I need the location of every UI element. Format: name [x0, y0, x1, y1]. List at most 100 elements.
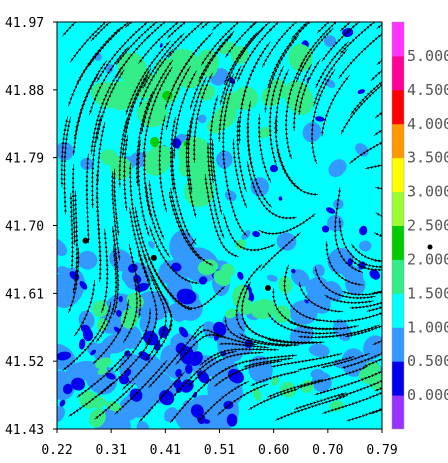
x-tick-label: 0.31 — [96, 443, 127, 458]
field-patch — [321, 225, 330, 233]
colorbar-segment — [392, 361, 404, 396]
streamline — [90, 115, 102, 209]
streamline — [340, 81, 382, 135]
streamline — [204, 174, 239, 258]
streamlines — [60, 22, 382, 424]
x-tick-label: 0.79 — [366, 443, 397, 458]
dot-marker — [264, 285, 271, 292]
colorbar-segment — [392, 191, 404, 226]
field-patch — [59, 399, 66, 407]
streamline — [341, 352, 382, 369]
field-patch — [224, 308, 238, 319]
streamline — [239, 333, 299, 347]
y-tick-label: 41.88 — [5, 84, 44, 99]
x-tick-label: 0.51 — [204, 443, 235, 458]
colorbar-segment — [392, 123, 404, 159]
field-patch — [57, 406, 66, 423]
streamline — [370, 66, 382, 81]
streamline — [374, 386, 382, 392]
field-patch — [153, 341, 161, 351]
streamline — [371, 290, 382, 295]
markers: x — [82, 235, 271, 292]
streamline — [375, 186, 382, 190]
colorbar-label: 4.500 — [407, 81, 448, 99]
streamline — [310, 69, 336, 165]
streamline — [298, 282, 344, 313]
streamline — [375, 212, 382, 217]
colorbar-label: 3.000 — [407, 183, 448, 201]
y-tick-label: 41.70 — [5, 220, 44, 235]
y-axis: 41.97 41.88 41.79 41.70 41.61 41.52 41.43 — [5, 16, 57, 438]
dot-marker — [82, 237, 89, 244]
colorbar-segment — [392, 293, 404, 328]
streamline — [349, 301, 382, 310]
streamline — [85, 153, 90, 244]
field-patch — [325, 207, 336, 214]
streamline — [349, 140, 382, 165]
field-patch — [124, 350, 131, 357]
x-marker: x — [191, 235, 198, 248]
colorbar-label: 0.000 — [407, 386, 448, 404]
colorbar-label: 4.000 — [407, 115, 448, 133]
field-patch — [185, 364, 193, 374]
colorbar-segment — [392, 327, 404, 362]
streamline — [122, 135, 129, 211]
streamline — [372, 259, 382, 263]
colorbar-segment — [392, 225, 404, 260]
colorbar-segment — [392, 259, 404, 294]
streamline — [370, 407, 382, 415]
streamline — [372, 339, 382, 346]
dot-marker — [150, 254, 157, 261]
streamline — [366, 305, 382, 313]
field-patch — [118, 295, 123, 303]
x-tick-label: 0.41 — [150, 443, 181, 458]
x-tick-label: 0.70 — [312, 443, 343, 458]
colorbar-dot — [427, 244, 433, 250]
colorbar-segment — [392, 89, 404, 125]
streamline — [373, 128, 382, 136]
colorbar-label: 2.000 — [407, 250, 448, 268]
field-patch — [57, 238, 68, 256]
colorbar-label: 1.500 — [407, 284, 448, 302]
streamline — [68, 247, 80, 314]
colorbar-frame — [391, 21, 405, 430]
colorbar-segment — [392, 157, 404, 193]
streamline — [268, 66, 284, 166]
streamline — [217, 383, 269, 416]
colorbar-labels: 0.000 0.500 1.000 1.500 2.000 2.500 3.000 3.500… — [407, 47, 448, 404]
streamline — [374, 232, 382, 238]
streamline — [63, 116, 71, 215]
colorbar-label: 5.000 — [407, 47, 448, 65]
field-patch — [136, 421, 150, 429]
streamline — [267, 338, 325, 345]
x-tick-label: 0.22 — [41, 443, 72, 458]
field-patch — [77, 250, 98, 270]
y-tick-label: 41.52 — [5, 355, 44, 370]
y-tick-label: 41.79 — [5, 152, 44, 167]
y-tick-label: 41.97 — [5, 16, 44, 31]
field-patch — [266, 274, 278, 282]
x-axis: 0.22 0.31 0.41 0.51 0.60 0.70 0.79 — [41, 429, 398, 458]
y-tick-label: 41.43 — [5, 423, 44, 438]
plot-area: x — [57, 22, 382, 429]
streamline — [248, 388, 300, 411]
colorbar-label: 2.500 — [407, 217, 448, 235]
streamline — [317, 311, 382, 323]
streamline — [345, 324, 382, 338]
colorbar-label: 3.500 — [407, 149, 448, 167]
colorbar-segment — [392, 22, 404, 57]
y-tick-label: 41.61 — [5, 287, 44, 302]
streamline — [338, 32, 382, 79]
colorbar-segment — [392, 395, 404, 429]
colorbar — [392, 22, 404, 429]
streamline — [365, 163, 382, 170]
colorbar-segment — [392, 55, 404, 91]
streamline — [349, 258, 382, 272]
field-patch — [328, 159, 347, 178]
streamline — [221, 65, 242, 156]
colorbar-label: 1.000 — [407, 318, 448, 336]
streamline — [363, 357, 382, 368]
streamline — [260, 232, 301, 271]
streamline — [250, 370, 300, 387]
